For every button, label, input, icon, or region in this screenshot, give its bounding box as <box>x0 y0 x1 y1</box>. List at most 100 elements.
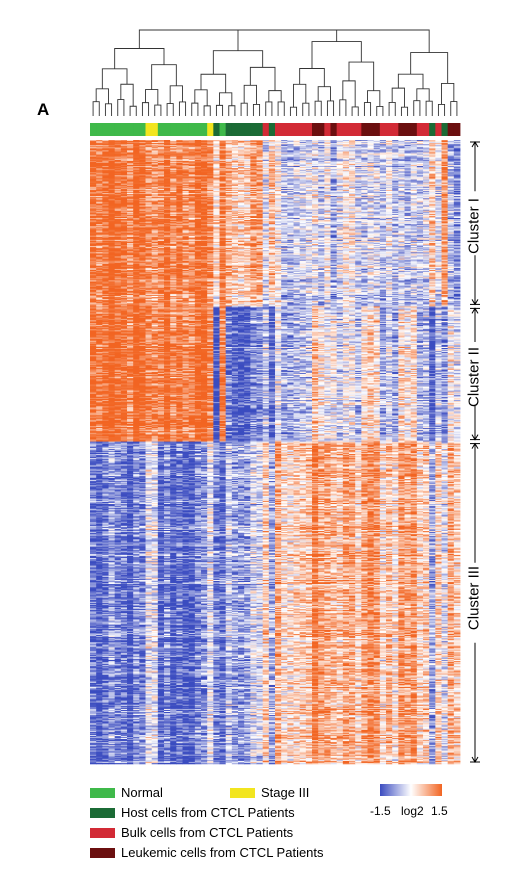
annotation-cell <box>220 123 227 136</box>
annotation-cell <box>164 123 171 136</box>
dendrogram-branch <box>318 87 330 102</box>
annotation-cell <box>183 123 190 136</box>
expression-heatmap <box>90 140 460 764</box>
dendrogram-branch <box>398 74 423 89</box>
dendrogram-branch <box>315 101 321 116</box>
annotation-cell <box>429 123 436 136</box>
dendrogram-branch <box>130 106 136 116</box>
annotation-cell <box>152 123 159 136</box>
annotation-cell <box>281 123 288 136</box>
dendrogram-branch <box>377 106 383 116</box>
dendrogram-branch <box>204 106 210 116</box>
annotation-cell <box>269 123 276 136</box>
dendrogram-branch <box>220 93 232 106</box>
annotation-cell <box>127 123 134 136</box>
annotation-cell <box>232 123 239 136</box>
annotation-cell <box>411 123 418 136</box>
annotation-cell <box>331 123 338 136</box>
annotation-cell <box>96 123 103 136</box>
annotation-cell <box>306 123 313 136</box>
dendrogram-branch <box>411 53 448 84</box>
dendrogram-branch <box>290 107 296 116</box>
dendrogram-branch <box>170 86 182 104</box>
dendrogram-branch <box>253 104 259 116</box>
dendrogram-branch <box>102 69 127 89</box>
annotation-cell <box>337 123 344 136</box>
dendrogram-branch <box>192 103 198 116</box>
annotation-cell <box>102 123 109 136</box>
annotation-cell <box>176 123 183 136</box>
dendrogram-branch <box>250 67 275 90</box>
annotation-cell <box>213 123 220 136</box>
annotation-cell <box>90 123 97 136</box>
annotation-cell <box>442 123 449 136</box>
dendrogram-branch <box>352 107 358 116</box>
annotation-cell <box>226 123 233 136</box>
dendrogram-branch <box>213 51 262 75</box>
annotation-cell <box>349 123 356 136</box>
dendrogram-branch <box>139 30 238 51</box>
dendrogram-branch <box>244 85 256 104</box>
dendrogram-branch <box>241 103 247 116</box>
dendrogram-branch <box>269 91 281 102</box>
dendrogram-branch <box>216 105 222 116</box>
annotation-cell <box>115 123 122 136</box>
dendrogram-branch <box>364 103 370 116</box>
annotation-cell <box>374 123 381 136</box>
sample-dendrogram <box>93 30 457 116</box>
dendrogram-branch <box>294 84 306 107</box>
annotation-cell <box>121 123 128 136</box>
annotation-cell <box>133 123 140 136</box>
annotation-cell <box>343 123 350 136</box>
dendrogram-branch <box>303 103 309 116</box>
dendrogram-branch <box>417 89 429 101</box>
annotation-cell <box>454 123 461 136</box>
dendrogram-branch <box>155 105 161 116</box>
annotation-cell <box>386 123 393 136</box>
dendrogram-branch <box>179 102 185 116</box>
annotation-cell <box>275 123 282 136</box>
dendrogram-branch <box>327 101 333 116</box>
annotation-cell <box>287 123 294 136</box>
annotation-cell <box>170 123 177 136</box>
annotation-cell <box>139 123 146 136</box>
annotation-cell <box>398 123 405 136</box>
annotation-cell <box>158 123 165 136</box>
annotation-cell <box>324 123 331 136</box>
dendrogram-branch <box>414 101 420 116</box>
annotation-cell <box>435 123 442 136</box>
sample-annotation-bar <box>90 123 460 136</box>
dendrogram-branch <box>340 100 346 116</box>
annotation-cell <box>368 123 375 136</box>
annotation-cell <box>294 123 301 136</box>
dendrogram-branch <box>142 103 148 116</box>
annotation-cell <box>417 123 424 136</box>
dendrogram-branch <box>121 84 133 106</box>
annotation-cell <box>318 123 325 136</box>
dendrogram-branch <box>389 102 395 116</box>
annotation-cell <box>361 123 368 136</box>
dendrogram-branch <box>451 102 457 116</box>
dendrogram-branch <box>312 42 361 69</box>
annotation-cell <box>392 123 399 136</box>
dendrogram-branch <box>167 104 173 116</box>
dendrogram-branch <box>229 106 235 116</box>
annotation-cell <box>448 123 455 136</box>
dendrogram-branch <box>115 48 164 68</box>
annotation-cell <box>257 123 264 136</box>
annotation-cell <box>380 123 387 136</box>
dendrogram-branch <box>118 100 124 116</box>
dendrogram-branch <box>401 107 407 116</box>
annotation-cell <box>207 123 214 136</box>
annotation-cell <box>423 123 430 136</box>
annotation-cell <box>238 123 245 136</box>
dendrogram-branch <box>93 102 99 116</box>
annotation-cell <box>109 123 116 136</box>
dendrogram-branch <box>266 102 272 116</box>
dendrogram-branch <box>368 91 380 107</box>
dendrogram-branch <box>426 101 432 116</box>
annotation-cell <box>355 123 362 136</box>
annotation-cell <box>250 123 257 136</box>
dendrogram-branch <box>278 102 284 116</box>
